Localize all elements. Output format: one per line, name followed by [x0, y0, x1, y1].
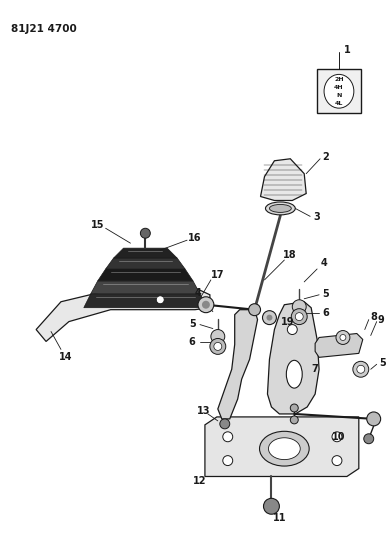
Text: 9: 9: [377, 314, 384, 325]
Polygon shape: [36, 288, 210, 342]
Text: 5: 5: [190, 319, 196, 328]
Circle shape: [292, 300, 306, 313]
Polygon shape: [98, 269, 193, 281]
Ellipse shape: [268, 438, 300, 459]
Circle shape: [214, 342, 222, 350]
Ellipse shape: [265, 202, 295, 215]
Text: 5: 5: [323, 289, 329, 299]
Circle shape: [332, 456, 342, 465]
Circle shape: [156, 296, 164, 304]
Circle shape: [353, 361, 369, 377]
Circle shape: [211, 329, 225, 343]
Text: 10: 10: [332, 432, 346, 442]
Text: 6: 6: [189, 337, 196, 348]
Text: 16: 16: [188, 233, 202, 243]
Circle shape: [364, 434, 374, 443]
Circle shape: [249, 304, 260, 316]
Text: 81J21 4700: 81J21 4700: [11, 24, 77, 34]
Polygon shape: [106, 258, 185, 269]
Text: 18: 18: [282, 250, 296, 260]
Circle shape: [340, 335, 346, 341]
Text: 4: 4: [195, 288, 201, 298]
Circle shape: [290, 416, 298, 424]
Polygon shape: [205, 417, 359, 477]
Circle shape: [295, 313, 303, 321]
Ellipse shape: [269, 205, 291, 212]
Circle shape: [140, 228, 150, 238]
Text: 6: 6: [323, 308, 329, 318]
Text: 4H: 4H: [334, 85, 344, 90]
Circle shape: [267, 314, 272, 321]
Text: 15: 15: [91, 220, 104, 230]
Text: 2: 2: [323, 152, 329, 162]
Circle shape: [223, 432, 233, 442]
Circle shape: [336, 330, 350, 344]
Text: 12: 12: [193, 477, 207, 487]
Text: 7: 7: [311, 364, 318, 374]
Bar: [317, 69, 361, 113]
Text: 4: 4: [321, 258, 327, 268]
Text: N: N: [336, 93, 342, 98]
Text: 3: 3: [314, 212, 320, 222]
Circle shape: [202, 301, 210, 309]
Polygon shape: [260, 159, 306, 200]
Text: 11: 11: [273, 513, 286, 523]
Circle shape: [332, 432, 342, 442]
Polygon shape: [91, 281, 200, 294]
Circle shape: [263, 311, 276, 325]
Circle shape: [367, 412, 381, 426]
Circle shape: [290, 404, 298, 412]
Polygon shape: [267, 302, 319, 414]
Polygon shape: [315, 334, 363, 357]
Text: 5: 5: [379, 358, 386, 368]
Text: 4L: 4L: [335, 101, 343, 106]
Circle shape: [291, 309, 307, 325]
Polygon shape: [114, 248, 177, 258]
Text: 13: 13: [197, 406, 211, 416]
Text: 1: 1: [343, 45, 350, 54]
Circle shape: [220, 419, 230, 429]
Text: 8: 8: [370, 312, 377, 321]
Circle shape: [198, 297, 214, 313]
Ellipse shape: [324, 75, 354, 108]
Text: 14: 14: [59, 352, 73, 362]
Text: 19: 19: [281, 317, 295, 327]
Circle shape: [210, 338, 226, 354]
Circle shape: [288, 325, 297, 335]
Ellipse shape: [260, 431, 309, 466]
Polygon shape: [218, 310, 258, 419]
Circle shape: [263, 498, 279, 514]
Circle shape: [357, 365, 365, 373]
Circle shape: [223, 456, 233, 465]
Text: 2H: 2H: [334, 77, 344, 82]
Ellipse shape: [286, 360, 302, 388]
Text: 17: 17: [211, 270, 225, 280]
Polygon shape: [84, 294, 207, 308]
